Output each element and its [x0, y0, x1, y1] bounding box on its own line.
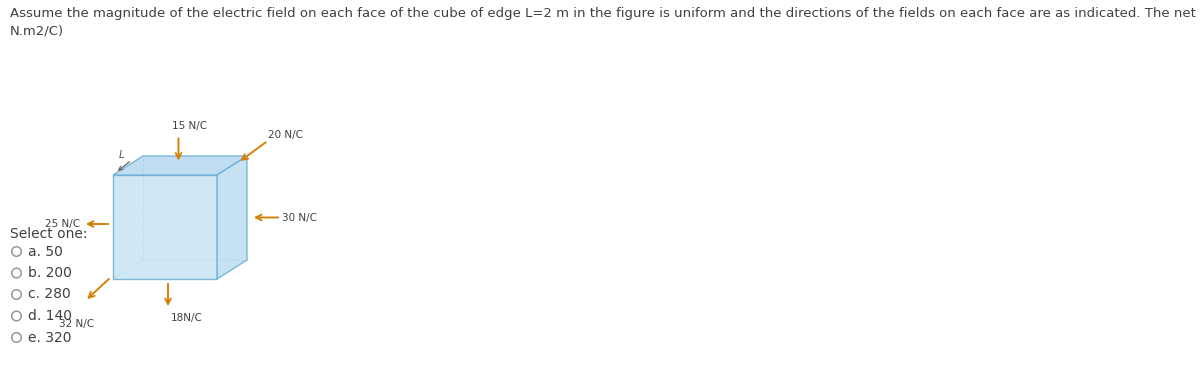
Text: 20 N/C: 20 N/C — [268, 130, 302, 139]
Text: 15 N/C: 15 N/C — [173, 122, 208, 132]
Text: b. 200: b. 200 — [28, 266, 71, 280]
Text: N.m2/C): N.m2/C) — [10, 25, 64, 38]
Text: 30 N/C: 30 N/C — [282, 213, 317, 222]
Text: e. 320: e. 320 — [28, 330, 71, 345]
Text: 18N/C: 18N/C — [172, 313, 203, 323]
Text: c. 280: c. 280 — [28, 288, 71, 302]
Text: 32 N/C: 32 N/C — [59, 319, 94, 329]
Text: Assume the magnitude of the electric field on each face of the cube of edge L=2 : Assume the magnitude of the electric fie… — [10, 7, 1200, 20]
Text: 25 N/C: 25 N/C — [44, 219, 80, 229]
Text: a. 50: a. 50 — [28, 244, 62, 258]
Polygon shape — [217, 156, 247, 279]
Text: Select one:: Select one: — [10, 227, 88, 241]
Polygon shape — [113, 175, 217, 279]
Text: L: L — [119, 150, 124, 160]
Text: d. 140: d. 140 — [28, 309, 72, 323]
Polygon shape — [113, 156, 247, 175]
